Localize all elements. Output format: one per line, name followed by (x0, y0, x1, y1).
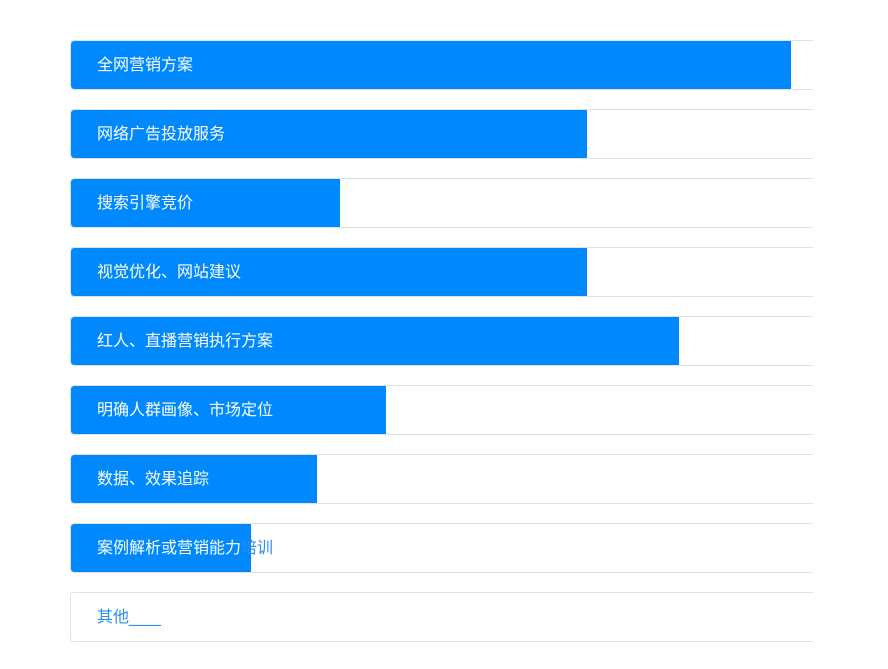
poll-option-row[interactable]: 红人、直播营销执行方案 (70, 316, 813, 366)
poll-option-row[interactable]: 明确人群画像、市场定位 (70, 385, 813, 435)
progress-fill (71, 317, 680, 365)
option-label: 其他____ (97, 607, 162, 626)
option-label-filled-part: 案例解析或营销能力 (97, 538, 242, 557)
progress-fill (71, 386, 387, 434)
option-label: 全网营销方案 (97, 55, 194, 74)
progress-fill (71, 110, 588, 158)
progress-fill (71, 248, 588, 296)
option-label: 搜索引擎竞价 (97, 193, 194, 212)
progress-fill (71, 524, 252, 572)
poll-option-row[interactable]: 网络广告投放服务 (70, 109, 813, 159)
poll-option-row[interactable]: 全网营销方案 (70, 40, 813, 90)
poll-option-list: 全网营销方案 网络广告投放服务 搜索引擎竞价 视觉优化、网站建议 红人、直播营销… (70, 40, 813, 661)
option-label: 案例解析或营销能力培训 (97, 524, 273, 572)
progress-fill (71, 179, 341, 227)
poll-option-row[interactable]: 其他____ (70, 592, 813, 642)
option-label: 明确人群画像、市场定位 (97, 400, 274, 419)
poll-option-row[interactable]: 视觉优化、网站建议 (70, 247, 813, 297)
poll-option-row[interactable]: 数据、效果追踪 (70, 454, 813, 504)
progress-fill (71, 455, 317, 503)
poll-option-row[interactable]: 案例解析或营销能力培训 (70, 523, 813, 573)
option-label-rest: 培训 (241, 538, 274, 557)
option-label: 数据、效果追踪 (97, 469, 210, 488)
option-label: 视觉优化、网站建议 (97, 262, 242, 281)
option-label: 红人、直播营销执行方案 (97, 331, 274, 350)
progress-fill (71, 41, 791, 89)
poll-option-row[interactable]: 搜索引擎竞价 (70, 178, 813, 228)
option-label: 网络广告投放服务 (97, 124, 226, 143)
